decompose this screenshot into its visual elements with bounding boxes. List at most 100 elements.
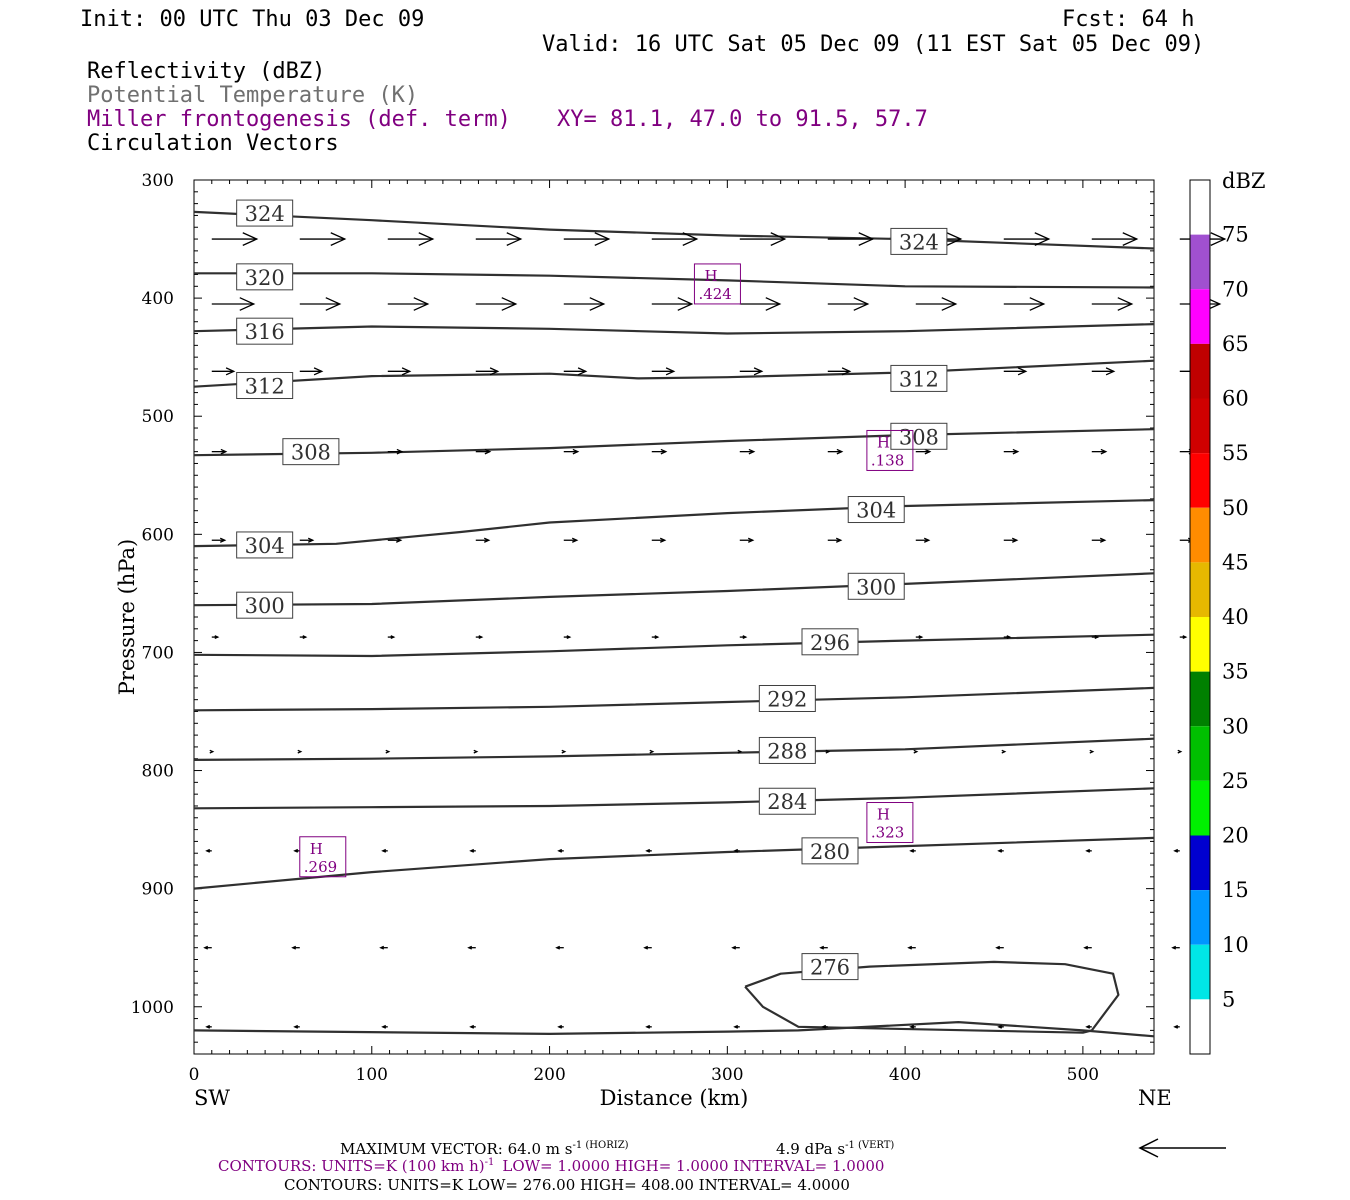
vector-head bbox=[821, 1024, 827, 1029]
frontogenesis-max: H.138 bbox=[866, 429, 914, 471]
vector-head bbox=[561, 749, 567, 754]
vector-arrow bbox=[299, 537, 315, 543]
vector-head bbox=[302, 635, 308, 640]
vector-head bbox=[469, 848, 475, 853]
y-tick-label: 800 bbox=[142, 762, 174, 782]
y-tick-label: 400 bbox=[142, 289, 174, 309]
vector-head bbox=[909, 848, 915, 853]
vector-head bbox=[733, 1024, 739, 1029]
vector-head bbox=[1017, 367, 1028, 376]
vector-arrow bbox=[293, 848, 300, 853]
vector-arrow bbox=[555, 945, 564, 950]
vector-arrow bbox=[1091, 448, 1108, 455]
vector-arrow bbox=[827, 448, 844, 455]
vector-head bbox=[484, 448, 492, 455]
isentrope-line bbox=[193, 787, 1155, 810]
vector-head bbox=[1012, 448, 1020, 455]
vector-arrow bbox=[387, 635, 396, 640]
vector-arrow bbox=[913, 749, 919, 754]
colorbar-segment bbox=[1190, 999, 1210, 1054]
vector-arrow bbox=[381, 848, 388, 853]
frontogenesis-max-value: .138 bbox=[871, 451, 904, 469]
vector-arrow bbox=[1003, 367, 1028, 376]
vector-arrow bbox=[825, 749, 831, 754]
vector-arrow bbox=[651, 537, 667, 543]
isentrope-label-text: 320 bbox=[245, 266, 285, 290]
vector-head bbox=[381, 848, 387, 853]
vector-head bbox=[748, 448, 756, 455]
colorbar-label: 20 bbox=[1222, 824, 1249, 848]
vector-arrow bbox=[1173, 848, 1180, 853]
frontogenesis-max: H.269 bbox=[299, 836, 347, 878]
vector-arrow bbox=[909, 848, 916, 853]
vector-head bbox=[1085, 1024, 1091, 1029]
vector-head bbox=[1001, 749, 1007, 754]
max-vector-label: MAXIMUM VECTOR: 64.0 m s-1 (HORIZ) bbox=[340, 1140, 629, 1158]
vector-head bbox=[946, 232, 963, 246]
isentrope-label-text: 296 bbox=[810, 631, 850, 655]
colorbar-segment bbox=[1190, 671, 1210, 727]
isentrope-label-box bbox=[890, 227, 948, 255]
isentrope-label-text: 312 bbox=[245, 375, 285, 399]
vector-arrow bbox=[915, 537, 931, 543]
colorbar-label: 45 bbox=[1222, 550, 1249, 574]
isentrope-label-text: 312 bbox=[899, 367, 939, 391]
isentrope-label-box bbox=[236, 372, 294, 400]
isentrope-label-box bbox=[236, 591, 294, 619]
isentrope-line bbox=[193, 633, 1155, 658]
vector-head bbox=[1182, 635, 1188, 640]
vector-arrow bbox=[387, 232, 435, 246]
vector-head bbox=[665, 367, 676, 376]
frontogenesis-max-box bbox=[866, 802, 914, 844]
vector-arrow bbox=[211, 537, 227, 543]
colorbar-segment bbox=[1190, 343, 1210, 399]
isentrope-label-text: 288 bbox=[767, 739, 807, 763]
colorbar-label: 55 bbox=[1222, 441, 1249, 465]
vector-arrow bbox=[645, 848, 652, 853]
vector-head bbox=[203, 945, 209, 950]
vector-head bbox=[645, 1024, 651, 1029]
colorbar-label: 75 bbox=[1222, 223, 1249, 247]
vector-head bbox=[660, 448, 668, 455]
vector-head bbox=[819, 945, 825, 950]
colorbar-segment bbox=[1190, 180, 1210, 235]
isentrope-label: 280 bbox=[801, 837, 859, 865]
vector-arrow bbox=[469, 1024, 476, 1029]
isentrope-label: 284 bbox=[758, 787, 816, 815]
isentrope-label: 296 bbox=[801, 628, 859, 656]
frontogenesis-max-label: H bbox=[310, 840, 323, 858]
init-time: Init: 00 UTC Thu 03 Dec 09 bbox=[80, 7, 424, 32]
isentrope-label-box bbox=[758, 787, 816, 815]
vector-arrow bbox=[557, 848, 564, 853]
vector-arrow bbox=[995, 945, 1004, 950]
isentrope-label: 324 bbox=[236, 199, 294, 227]
vector-arrow bbox=[381, 1024, 388, 1029]
vector-head bbox=[467, 945, 473, 950]
vector-head bbox=[765, 297, 782, 311]
isentrope-line bbox=[193, 499, 1155, 548]
max-vector-horiz: -1 (HORIZ) bbox=[572, 1140, 628, 1151]
vector-head bbox=[239, 297, 256, 311]
vector-arrow bbox=[645, 1024, 652, 1029]
vector-arrow bbox=[563, 367, 588, 376]
colorbar-segment bbox=[1190, 507, 1210, 563]
x-endpoint-sw: SW bbox=[194, 1086, 230, 1110]
isentrope-label-text: 292 bbox=[767, 687, 807, 711]
frontogenesis-max-value: .424 bbox=[698, 285, 731, 303]
vector-head bbox=[205, 848, 211, 853]
isentrope-label-text: 300 bbox=[245, 594, 285, 618]
isentrope-labels: 324 324 320 316 312 312 308 308 304 304 300 300 296 2… bbox=[236, 199, 948, 981]
vector-head bbox=[913, 749, 919, 754]
vector-head bbox=[1089, 749, 1095, 754]
isentrope-label: 304 bbox=[236, 531, 294, 559]
isentrope-line bbox=[193, 1020, 1155, 1038]
circulation-vectors bbox=[203, 232, 1227, 1029]
isentrope-line bbox=[194, 272, 1155, 289]
vector-arrow bbox=[475, 297, 518, 311]
colorbar-label: 25 bbox=[1222, 769, 1249, 793]
vector-head bbox=[1029, 297, 1046, 311]
isentrope-label-text: 284 bbox=[767, 790, 807, 814]
vector-arrow bbox=[1085, 1024, 1092, 1029]
isentrope-contours bbox=[193, 210, 1155, 1038]
colorbar-label: 30 bbox=[1222, 714, 1249, 738]
